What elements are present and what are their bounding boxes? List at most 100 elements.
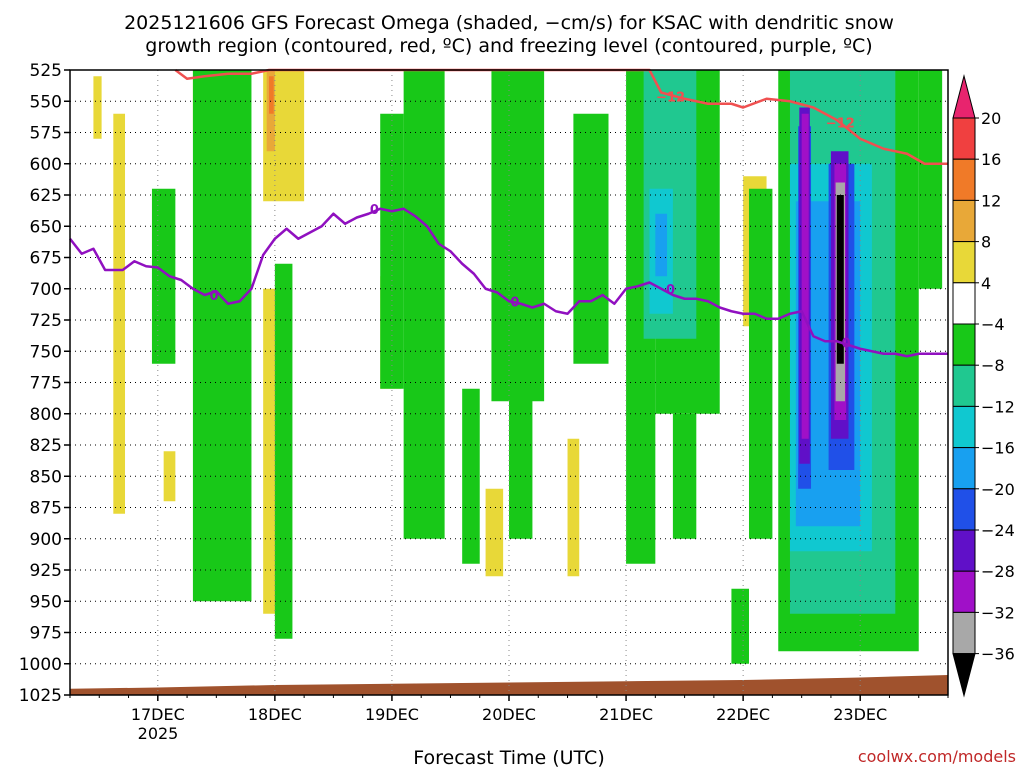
colorbar-label: −12 (981, 397, 1015, 416)
y-tick-label: 550 (30, 92, 62, 112)
credit-text: coolwx.com/models (858, 747, 1016, 766)
x-tick-label: 21DEC (599, 705, 653, 724)
y-tick-label: 625 (30, 186, 62, 206)
omega-region (573, 113, 609, 364)
omega-region (918, 70, 943, 289)
colorbar-band (952, 405, 976, 449)
y-tick-label: 875 (30, 499, 62, 519)
y-tick-label: 800 (30, 405, 62, 425)
dgz-contour-label: −12 (826, 117, 855, 132)
x-tick-label: 22DEC (716, 705, 770, 724)
omega-region (672, 413, 697, 539)
colorbar-arrow-bottom (952, 653, 976, 698)
freezing-level-label: 0 (510, 295, 519, 310)
y-tick-label: 675 (30, 249, 62, 269)
freezing-level-label: 0 (370, 203, 379, 218)
colorbar-band (952, 364, 976, 407)
colorbar-band (952, 241, 976, 284)
omega-region (748, 188, 773, 539)
colorbar-band (952, 447, 976, 490)
x-tick-label: 18DEC (248, 705, 302, 724)
omega-region (731, 588, 749, 664)
omega-region (269, 76, 274, 114)
dgz-contour-line (174, 68, 948, 165)
x-axis-label: Forecast Time (UTC) (413, 747, 604, 768)
colorbar-label: −36 (981, 645, 1015, 664)
omega-shading-layer (93, 70, 943, 664)
omega-region (192, 70, 252, 602)
omega-region (274, 263, 293, 639)
omega-region (801, 113, 809, 439)
omega-region (93, 76, 102, 139)
x-axis: 17DEC 18DEC 19DEC 20DEC 21DEC 22DEC 23DEC (69, 695, 949, 724)
y-tick-label: 1025 (19, 686, 62, 706)
year-label: 2025 (138, 724, 179, 743)
colorbar-arrow-top (952, 74, 976, 119)
y-tick-label: 575 (30, 124, 62, 144)
omega-region (163, 451, 176, 502)
freezing-level-label: 0 (666, 283, 675, 298)
y-tick-label: 725 (30, 311, 62, 331)
y-axis: 525 550 575 600 625 650 675 700 725 750 775 800 825 8… (19, 61, 70, 706)
colorbar-band (952, 282, 976, 325)
colorbar-band (952, 611, 976, 655)
omega-region (567, 438, 580, 577)
dgz-contour-label: −12 (656, 90, 685, 105)
x-tick-label: 17DEC (131, 705, 185, 724)
y-tick-label: 925 (30, 561, 62, 581)
freezing-level-label: 0 (842, 337, 851, 352)
y-tick-label: 525 (30, 61, 62, 81)
colorbar-label: 20 (981, 109, 1001, 128)
colorbar-label: −8 (981, 356, 1005, 375)
contour-layer: −12 −12 0 0 0 0 0 (69, 68, 948, 358)
colorbar-label: −24 (981, 521, 1015, 540)
omega-region (655, 213, 668, 277)
y-tick-label: 650 (30, 217, 62, 237)
omega-region (380, 113, 404, 389)
omega-region (491, 70, 545, 402)
y-tick-label: 975 (30, 624, 62, 644)
freezing-level-line (69, 207, 948, 358)
x-tick-label: 19DEC (365, 705, 419, 724)
colorbar-label: 4 (981, 274, 991, 293)
y-tick-label: 750 (30, 342, 62, 362)
colorbar-band (952, 117, 976, 160)
y-tick-label: 900 (30, 530, 62, 550)
colorbar-label: 12 (981, 191, 1001, 210)
colorbar-label: −4 (981, 315, 1005, 334)
y-tick-label: 850 (30, 467, 62, 487)
chart-title-line-1: 2025121606 GFS Forecast Omega (shaded, −… (124, 12, 894, 34)
colorbar-band (952, 570, 976, 613)
colorbar-band (952, 529, 976, 572)
colorbar-band (952, 488, 976, 531)
chart-title-line-2: growth region (contoured, red, ºC) and f… (145, 35, 872, 57)
colorbar-label: −20 (981, 480, 1015, 499)
x-tick-label: 20DEC (482, 705, 536, 724)
colorbar-label: 8 (981, 233, 991, 252)
freezing-level-label: 0 (209, 289, 218, 304)
colorbar-label: 16 (981, 150, 1001, 169)
x-tick-label: 23DEC (833, 705, 887, 724)
y-tick-label: 825 (30, 436, 62, 456)
omega-region (836, 195, 844, 364)
omega-region (509, 388, 533, 539)
y-tick-label: 600 (30, 155, 62, 175)
grid-layer (70, 70, 948, 695)
colorbar-label: −16 (981, 439, 1015, 458)
y-tick-label: 775 (30, 374, 62, 394)
colorbar-band (952, 158, 976, 201)
colorbar-band (952, 199, 976, 243)
colorbar: 20 16 12 8 4 −4 −8 −12 −16 −20 −24 −28 −32 −36 (952, 74, 1015, 698)
colorbar-band (952, 323, 976, 366)
colorbar-label: −28 (981, 562, 1015, 581)
omega-region (403, 70, 445, 539)
omega-region (895, 538, 910, 633)
y-tick-label: 700 (30, 280, 62, 300)
omega-region (485, 488, 504, 577)
omega-region (113, 113, 126, 514)
y-tick-label: 1000 (19, 655, 62, 675)
colorbar-label: −32 (981, 603, 1015, 622)
y-tick-label: 950 (30, 592, 62, 612)
